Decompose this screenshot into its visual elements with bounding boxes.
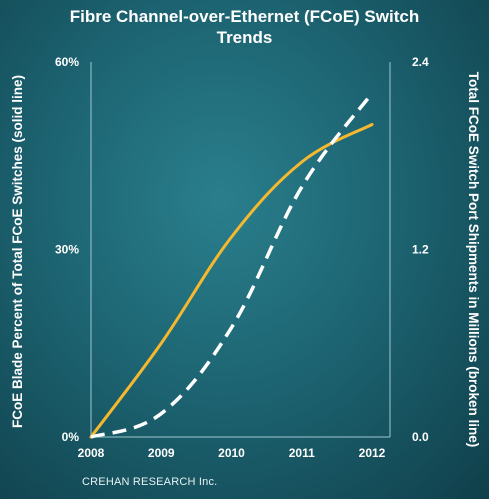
x-tick-label: 2012: [359, 446, 386, 460]
x-tick-label: 2008: [78, 446, 105, 460]
y-right-tick-label: 0.0: [412, 430, 429, 444]
y-right-tick-label: 2.4: [412, 55, 429, 69]
y-right-axis-label: Total FCoE Switch Port Shipments in Mill…: [466, 72, 481, 448]
y-left-axis-label: FCoE Blade Percent of Total FCoE Switche…: [10, 75, 25, 428]
y-left-tick-label: 0%: [62, 430, 80, 444]
x-tick-label: 2010: [218, 446, 245, 460]
x-tick-label: 2011: [289, 446, 315, 460]
chart-title-line-2: Trends: [216, 28, 273, 47]
y-right-tick-label: 1.2: [412, 243, 429, 257]
x-tick-label: 2009: [148, 446, 175, 460]
y-left-tick-label: 60%: [55, 55, 79, 69]
series-blade-percent-solid-line: [89, 123, 374, 439]
chart-title: Fibre Channel-over-Ethernet (FCoE) Switc…: [0, 6, 489, 48]
series-shipments-dashed-line: [90, 92, 374, 439]
chart-title-line-1: Fibre Channel-over-Ethernet (FCoE) Switc…: [69, 7, 420, 26]
y-left-tick-label: 30%: [55, 243, 79, 257]
source-credit: CREHAN RESEARCH Inc.: [82, 476, 218, 488]
